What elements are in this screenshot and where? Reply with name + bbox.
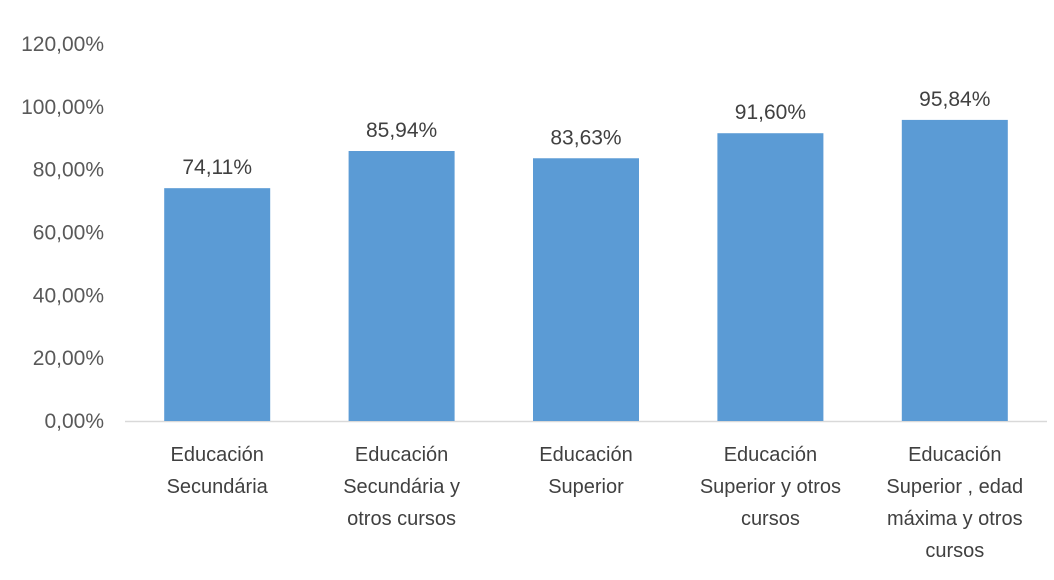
y-tick-label: 20,00% bbox=[33, 347, 104, 370]
category-label-line: Secundária y bbox=[343, 476, 460, 498]
bar bbox=[717, 133, 824, 421]
category-label-line: Educación bbox=[355, 444, 448, 466]
category-label: Educación Secundária y otros cursos bbox=[343, 444, 460, 530]
category-label-line: Secundária bbox=[167, 476, 269, 498]
category-label-line: máxima y otros bbox=[887, 508, 1023, 530]
bar bbox=[533, 158, 639, 421]
category-label-line: Educación bbox=[908, 444, 1001, 466]
data-label: 95,84% bbox=[919, 88, 990, 111]
category-label: Educación Superior bbox=[539, 444, 632, 498]
y-axis-tick-labels: 0,00% 20,00% 40,00% 60,00% 80,00% 100,00% 120,… bbox=[21, 33, 104, 433]
category-label: Educación Secundária bbox=[167, 444, 269, 498]
data-label: 83,63% bbox=[550, 126, 621, 149]
bar bbox=[348, 151, 455, 421]
y-tick-label: 60,00% bbox=[33, 222, 104, 245]
bars-group bbox=[164, 119, 1008, 422]
y-tick-label: 120,00% bbox=[21, 33, 104, 56]
data-labels-group: 74,11% 85,94% 83,63% 91,60% 95,84% bbox=[182, 88, 990, 179]
category-label-line: Educación bbox=[539, 444, 632, 466]
data-label: 91,60% bbox=[735, 101, 806, 124]
y-tick-label: 80,00% bbox=[33, 159, 104, 182]
y-tick-label: 40,00% bbox=[33, 284, 104, 307]
category-label-line: cursos bbox=[741, 508, 800, 530]
y-tick-label: 100,00% bbox=[21, 96, 104, 119]
data-label: 85,94% bbox=[366, 119, 437, 142]
category-label: Educación Superior , edad máxima y otros cu… bbox=[886, 444, 1023, 562]
category-label: Educación Superior y otros cursos bbox=[700, 444, 841, 530]
bar bbox=[901, 119, 1008, 422]
category-label-line: Superior y otros bbox=[700, 476, 841, 498]
category-label-line: Superior , edad bbox=[886, 476, 1023, 498]
category-label-line: Educación bbox=[724, 444, 817, 466]
data-label: 74,11% bbox=[182, 156, 252, 179]
bar bbox=[164, 188, 271, 421]
category-label-line: cursos bbox=[925, 540, 984, 562]
category-label-line: Educación bbox=[170, 444, 263, 466]
category-label-line: Superior bbox=[548, 476, 624, 498]
y-tick-label: 0,00% bbox=[44, 410, 104, 433]
category-labels-group: Educación Secundária Educación Secundária y… bbox=[167, 444, 1024, 562]
category-label-line: otros cursos bbox=[347, 508, 456, 530]
